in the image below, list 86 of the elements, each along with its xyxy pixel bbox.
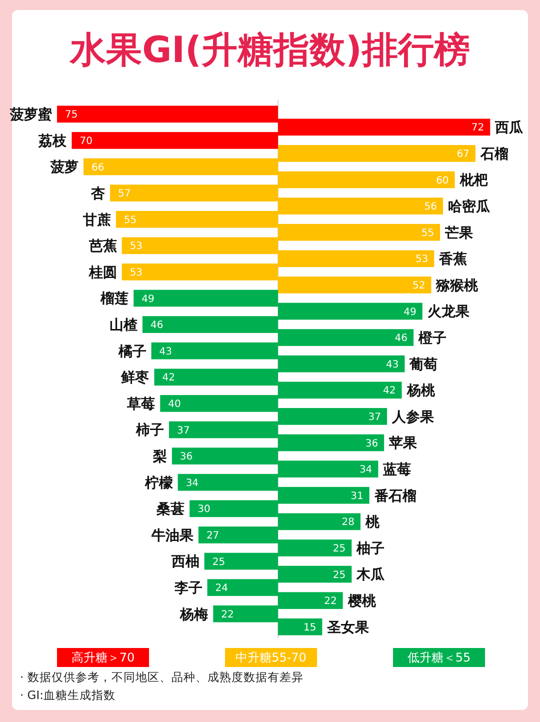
y-tick-label: 蓝莓 <box>382 462 412 478</box>
y-tick-label: 木瓜 <box>356 566 386 584</box>
y-tick-label: 鲜枣 <box>120 370 150 386</box>
y-tick-label: 葡萄 <box>408 356 438 373</box>
data-label: 53 <box>130 267 143 278</box>
data-label: 46 <box>394 333 408 344</box>
data-label: 53 <box>130 241 143 252</box>
y-tick-label: 桂圆 <box>88 264 117 281</box>
data-label: 28 <box>342 517 355 528</box>
y-tick-label: 番石榴 <box>373 488 416 504</box>
text: · 数据仅供参考，不同地区、品种、成熟度数据有差异 <box>20 670 304 684</box>
y-tick-label: 柿子 <box>134 422 164 439</box>
y-tick-label: 哈密瓜 <box>448 198 492 215</box>
data-label: 25 <box>212 556 226 568</box>
data-label: 36 <box>365 438 378 450</box>
y-tick-label: 圣女果 <box>326 620 370 636</box>
data-label: 15 <box>303 622 316 634</box>
data-label: 25 <box>332 570 346 581</box>
y-tick-label: 香蕉 <box>438 252 468 268</box>
y-tick-label: 杨梅 <box>179 606 208 623</box>
data-label: 52 <box>412 280 426 292</box>
data-label: 56 <box>424 202 438 213</box>
data-label: 31 <box>350 490 364 502</box>
data-label: 36 <box>180 452 193 463</box>
data-label: 37 <box>176 425 190 436</box>
y-tick-label: 梨 <box>152 448 167 465</box>
data-label: 57 <box>118 188 131 200</box>
y-tick-label: 柠檬 <box>144 474 174 492</box>
y-tick-label: 芭蕉 <box>88 238 117 255</box>
y-tick-label: 人参果 <box>391 408 436 426</box>
data-label: 40 <box>168 398 181 410</box>
chart-title: 水果GI(升糖指数)排行榜 <box>69 30 470 71</box>
y-tick-label: 石榴 <box>479 146 508 162</box>
y-tick-label: 苹果 <box>388 436 418 452</box>
y-tick-label: 柚子 <box>356 540 385 557</box>
data-label: 75 <box>65 110 78 121</box>
data-label: 22 <box>324 596 337 608</box>
y-tick-label: 猕猴桃 <box>435 278 480 294</box>
data-label: 53 <box>415 254 428 266</box>
data-label: 49 <box>142 294 154 305</box>
y-tick-label: 桑葚 <box>156 502 185 518</box>
y-tick-label: 西柚 <box>170 554 200 570</box>
data-label: 22 <box>221 609 234 620</box>
y-tick-label: 杏 <box>90 186 106 202</box>
y-tick-label: 菠萝蜜 <box>9 106 53 124</box>
data-label: 55 <box>124 214 137 226</box>
data-label: 72 <box>471 122 484 134</box>
y-tick-label: 榴莲 <box>100 291 129 308</box>
y-tick-label: 橘子 <box>117 344 146 360</box>
y-tick-label: 桃 <box>364 514 381 531</box>
y-tick-label: 樱桃 <box>346 593 377 610</box>
y-tick-label: 枇杷 <box>458 172 488 189</box>
data-label: 70 <box>80 136 92 147</box>
y-tick-label: 草莓 <box>126 396 156 412</box>
data-label: 49 <box>404 306 416 318</box>
y-tick-label: 橙子 <box>418 330 447 346</box>
data-label: 46 <box>150 320 164 332</box>
y-tick-label: 李子 <box>173 580 202 596</box>
y-tick-label: 甘蔗 <box>82 212 111 228</box>
y-tick-label: 荔枝 <box>38 133 68 150</box>
data-label: 24 <box>215 583 228 594</box>
y-tick-label: 菠萝 <box>50 160 79 176</box>
text: 中升糖55-70 <box>236 650 306 665</box>
data-label: 37 <box>368 412 382 423</box>
data-label: 43 <box>386 359 399 370</box>
data-label: 42 <box>162 372 175 384</box>
data-label: 67 <box>456 148 470 160</box>
y-tick-label: 牛油果 <box>150 528 194 544</box>
data-label: 25 <box>332 543 346 554</box>
y-tick-label: 芒果 <box>444 225 474 242</box>
text: · GI:血糖生成指数 <box>20 688 116 702</box>
y-tick-label: 火龙果 <box>427 304 470 320</box>
data-label: 42 <box>383 386 396 397</box>
data-label: 43 <box>159 346 172 358</box>
data-label: 60 <box>436 175 449 186</box>
y-tick-label: 西瓜 <box>494 119 524 136</box>
data-label: 27 <box>206 530 220 542</box>
data-label: 30 <box>198 504 210 516</box>
text: 高升糖＞70 <box>71 650 135 665</box>
y-tick-label: 山楂 <box>109 317 138 334</box>
y-tick-label: 杨桃 <box>406 383 436 400</box>
data-label: 34 <box>186 478 199 489</box>
data-label: 34 <box>359 464 372 476</box>
data-label: 55 <box>421 228 434 239</box>
data-label: 66 <box>92 162 104 174</box>
text: 低升糖＜55 <box>407 650 471 665</box>
